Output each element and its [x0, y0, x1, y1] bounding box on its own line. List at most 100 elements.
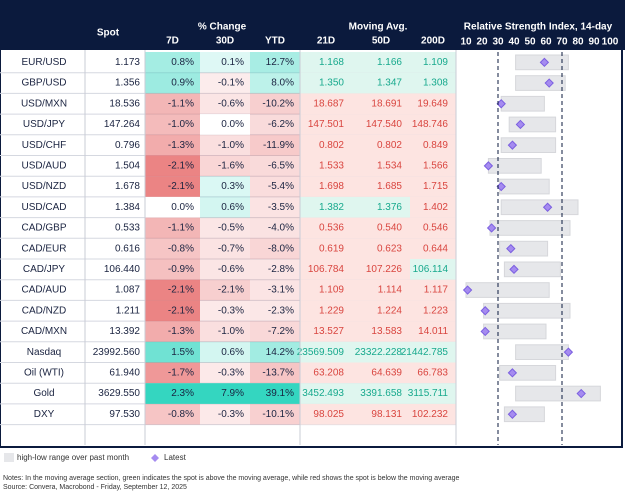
name: CAD/EUR [21, 243, 66, 254]
change-cell [200, 341, 250, 363]
rsi-range [489, 220, 571, 236]
ma-cell [410, 300, 456, 322]
legend-range [4, 453, 14, 462]
change: 7.9% [221, 388, 244, 399]
change: 0.6% [221, 202, 244, 213]
change-cell [145, 217, 200, 239]
spot: 0.796 [115, 140, 140, 151]
ma: 106.114 [413, 264, 449, 275]
ma-cell [352, 134, 410, 156]
rsi-range [500, 199, 579, 216]
ma: 3115.711 [408, 388, 449, 399]
change-cell [250, 176, 300, 197]
header: Moving Avg. [349, 22, 408, 33]
ma: 147.501 [308, 119, 345, 130]
spot: 1.173 [115, 57, 140, 68]
change: -1.1% [168, 98, 194, 109]
ma-cell [352, 403, 410, 425]
rsi-latest [539, 57, 550, 68]
rsi-latest [496, 181, 506, 192]
change-cell [250, 93, 300, 115]
change-cell [200, 176, 250, 197]
rsi-latest [509, 264, 519, 275]
change: -2.8% [268, 264, 294, 275]
ma: 1.715 [423, 181, 448, 192]
ma-cell [410, 238, 456, 259]
ma: 66.783 [417, 367, 448, 378]
rsi-latest [563, 347, 574, 357]
ma-cell [410, 93, 456, 115]
name: Oil (WTI) [24, 367, 64, 378]
change: 0.0% [171, 202, 194, 213]
rsi-latest [576, 388, 586, 399]
change: -0.9% [168, 264, 194, 275]
change: -3.1% [268, 285, 294, 296]
change-cell [145, 52, 200, 73]
change-cell [145, 196, 200, 218]
ma: 0.644 [423, 243, 448, 254]
ma: 1.168 [319, 57, 344, 68]
ma: 1.223 [423, 305, 448, 316]
header: 7D [166, 36, 179, 47]
name: CAD/JPY [23, 264, 66, 275]
change: -2.3% [268, 305, 294, 316]
ma-cell [352, 321, 410, 342]
header: Relative Strength Index, 14-day [464, 22, 613, 33]
change-cell [250, 114, 300, 135]
ma: 1.566 [423, 160, 448, 171]
change-cell [145, 93, 200, 115]
header: 200D [421, 36, 445, 47]
change-cell [250, 134, 300, 156]
rsi-latest [507, 140, 518, 150]
change-cell [200, 321, 250, 342]
name: CAD/MXN [21, 326, 67, 337]
ma: 13.583 [371, 326, 402, 337]
change: -0.5% [218, 223, 244, 234]
name: Nasdaq [27, 347, 61, 358]
rsi-range [515, 75, 566, 91]
change: -0.3% [218, 409, 244, 420]
change: -6.5% [268, 160, 294, 171]
ma-cell [352, 176, 410, 197]
rsi-tick-label: 50 [524, 37, 536, 48]
header-bg [0, 0, 625, 50]
legend-latest [151, 454, 159, 462]
change-cell [200, 403, 250, 425]
rsi-range [499, 178, 550, 195]
change-cell [250, 279, 300, 301]
change-cell [200, 196, 250, 218]
change-cell [200, 72, 250, 94]
change-cell [250, 196, 300, 218]
change-cell [145, 279, 200, 301]
name: CAD/NZD [22, 305, 66, 316]
rsi-range [487, 158, 542, 174]
ma: 1.229 [319, 305, 344, 316]
change: -1.3% [168, 140, 194, 151]
ma: 1.109 [319, 285, 344, 296]
ma: 0.849 [423, 140, 448, 151]
rsi-tick-label: 90 [588, 37, 600, 48]
rsi-range [500, 95, 545, 112]
name: DXY [34, 409, 55, 420]
change-cell [145, 362, 200, 384]
change: 14.2% [266, 347, 294, 358]
rsi-range [515, 385, 601, 402]
rsi-range [483, 302, 571, 319]
change: 0.3% [221, 181, 244, 192]
ma-cell [410, 259, 456, 280]
change: -1.3% [168, 326, 194, 337]
change: -6.2% [268, 119, 294, 130]
legend: high-low range over past month [17, 453, 129, 462]
change-cell [200, 114, 250, 135]
change: 2.3% [171, 388, 194, 399]
spot: 1.356 [115, 78, 140, 89]
ma: 0.546 [423, 223, 448, 234]
rsi-latest [507, 409, 518, 419]
ma-cell [352, 279, 410, 301]
change-cell [145, 176, 200, 197]
ma: 1.224 [377, 305, 402, 316]
change: -1.6% [218, 160, 244, 171]
name: GBP/USD [21, 78, 66, 89]
ma-cell [352, 259, 410, 280]
rsi-latest [480, 306, 490, 316]
